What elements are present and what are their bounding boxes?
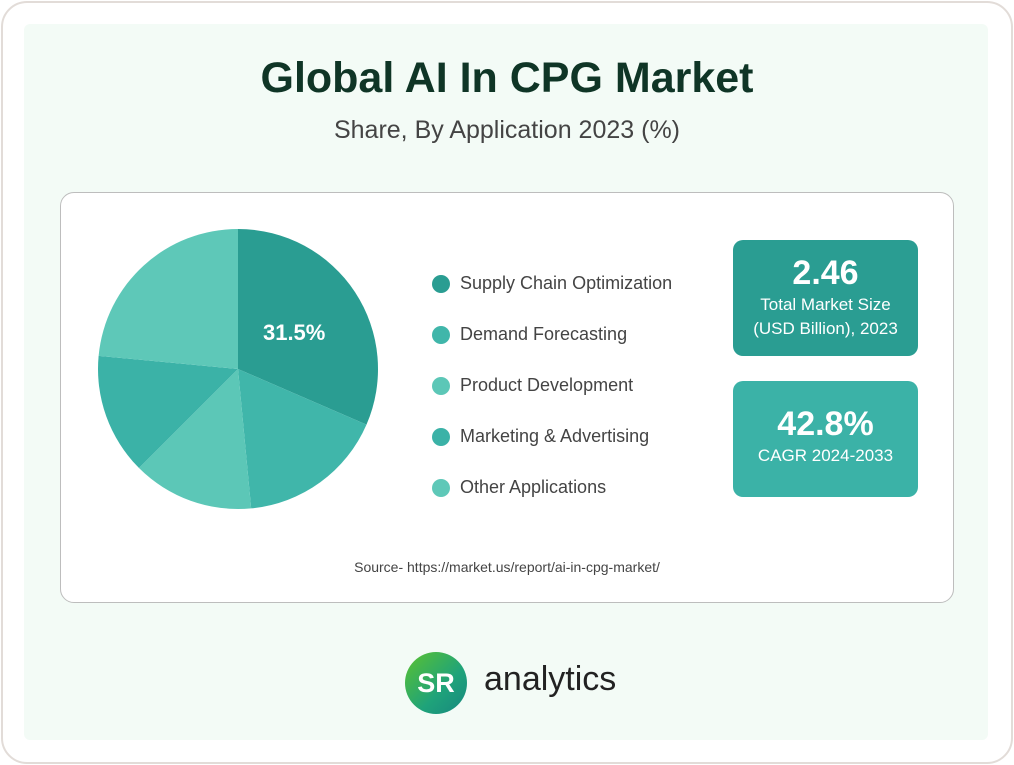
pie-slice-2 <box>139 369 252 509</box>
source-text: Source- https://market.us/report/ai-in-c… <box>354 559 660 575</box>
legend-label: Other Applications <box>460 477 607 497</box>
legend-item: Marketing & Advertising <box>432 411 672 462</box>
legend-dot-icon <box>432 325 450 344</box>
chart-subtitle: Share, By Application 2023 (%) <box>333 116 681 144</box>
pie-slice-4 <box>98 229 238 369</box>
legend-dot-icon <box>432 274 450 293</box>
cagr-card: 42.8% CAGR 2024-2033 <box>733 381 918 497</box>
brand-name: analytics <box>484 660 617 698</box>
legend: Supply Chain Optimization Demand Forecast… <box>432 258 672 513</box>
legend-label: Demand Forecasting <box>460 324 628 344</box>
legend-dot-icon <box>432 376 450 395</box>
market-size-value: 2.46 <box>792 254 859 292</box>
legend-label: Supply Chain Optimization <box>460 273 673 293</box>
legend-dot-icon <box>432 427 450 446</box>
pie-slice-3 <box>98 355 238 468</box>
legend-item: Demand Forecasting <box>432 309 672 360</box>
legend-item: Product Development <box>432 360 672 411</box>
chart-title: Global AI In CPG Market <box>260 54 754 102</box>
legend-dot-icon <box>432 478 450 497</box>
market-size-label: Total Market Size <box>760 295 891 314</box>
legend-label: Marketing & Advertising <box>460 426 650 446</box>
pie-data-label: 31.5% <box>263 320 325 345</box>
legend-label: Product Development <box>460 375 634 395</box>
cagr-value: 42.8% <box>777 405 874 443</box>
pie-slice-1 <box>238 369 367 509</box>
brand-logo: SR <box>405 652 467 714</box>
pie-chart: 31.5% <box>98 229 378 509</box>
cagr-label: CAGR 2024-2033 <box>757 446 894 465</box>
market-size-label-2: (USD Billion), 2023 <box>753 319 898 338</box>
market-size-card: 2.46 Total Market Size (USD Billion), 20… <box>733 240 918 356</box>
legend-item: Supply Chain Optimization <box>432 258 672 309</box>
legend-item: Other Applications <box>432 462 672 513</box>
pie-slice-0 <box>238 229 378 425</box>
